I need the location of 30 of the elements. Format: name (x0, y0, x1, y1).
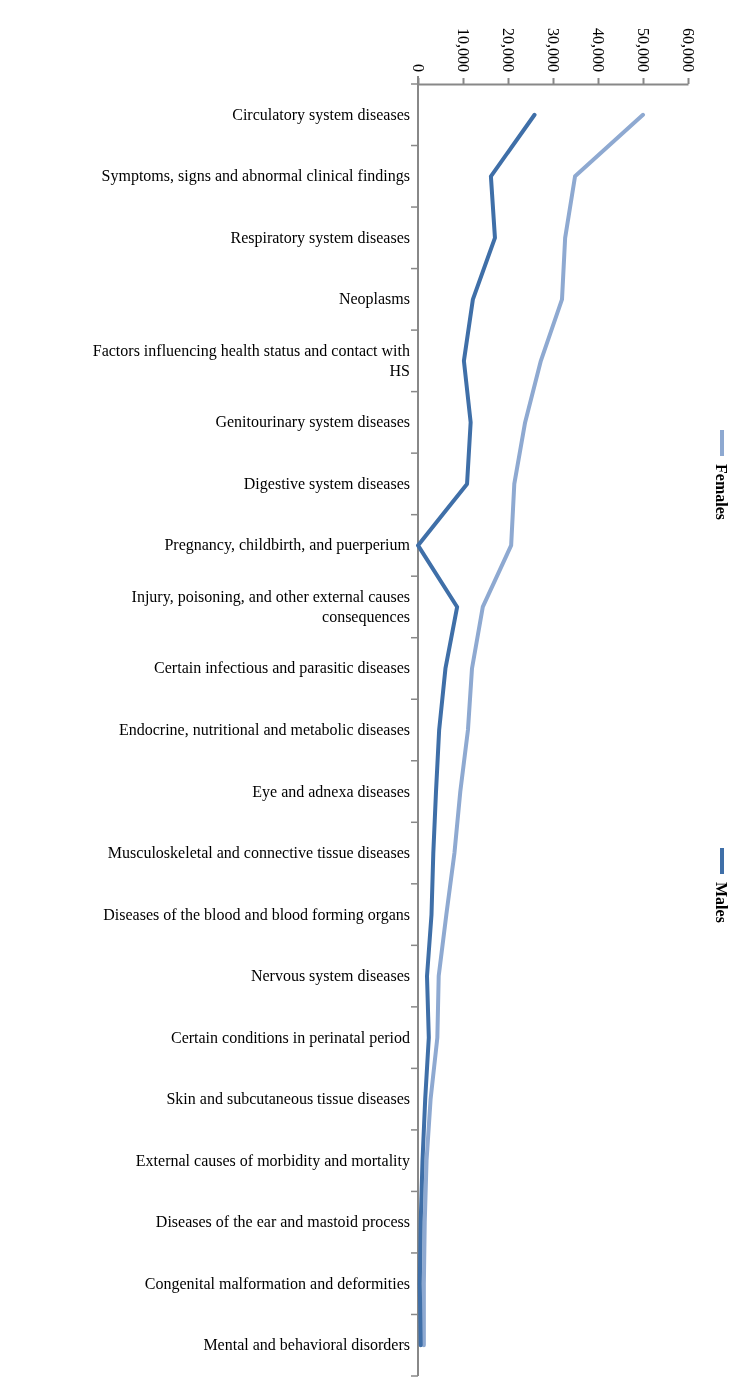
y-tick-label: Skin and subcutaneous tissue diseases (166, 1090, 410, 1108)
y-tick-label: Injury, poisoning, and other external causes consequences (131, 587, 410, 626)
y-tick-label: Certain infectious and parasitic diseases (154, 659, 410, 678)
y-tick-label: Mental and behavioral disorders (203, 1336, 410, 1354)
x-tick-label: 10,000 (454, 28, 472, 72)
x-tick-label: 40,000 (589, 28, 607, 72)
y-tick-label: Diseases of the blood and blood forming organs (103, 905, 410, 924)
x-tick-label: 30,000 (544, 28, 562, 72)
x-tick-label: 0 (409, 64, 427, 72)
y-tick-label: Respiratory system diseases (230, 228, 410, 247)
y-tick-label: Factors influencing health status and contact with HS (92, 341, 410, 379)
x-tick-label: 20,000 (499, 28, 517, 72)
x-tick-label: 60,000 (679, 28, 697, 72)
y-tick-label: Pregnancy, childbirth, and puerperium (164, 536, 411, 555)
y-tick-label: Symptoms, signs and abnormal clinical findings (101, 167, 410, 186)
y-tick-label: Genitourinary system diseases (215, 413, 410, 432)
y-tick-label: Digestive system diseases (243, 474, 410, 493)
y-tick-label: Nervous system diseases (250, 967, 410, 986)
legend-label: Females (713, 464, 730, 520)
y-tick-label: Circulatory system diseases (232, 105, 410, 124)
y-tick-label: Endocrine, nutritional and metabolic diseases (118, 721, 410, 738)
y-tick-label: Musculoskeletal and connective tissue diseases (107, 844, 410, 862)
y-tick-label: Certain conditions in perinatal period (170, 1028, 410, 1047)
y-tick-label: Neoplasms (338, 290, 410, 309)
y-tick-label: Congenital malformation and deformities (144, 1274, 410, 1293)
legend-label: Males (713, 882, 730, 923)
y-tick-label: External causes of morbidity and mortality (135, 1151, 410, 1170)
y-tick-label: Eye and adnexa diseases (252, 782, 410, 801)
x-tick-label: 50,000 (634, 28, 652, 72)
y-tick-label: Diseases of the ear and mastoid process (155, 1213, 410, 1232)
